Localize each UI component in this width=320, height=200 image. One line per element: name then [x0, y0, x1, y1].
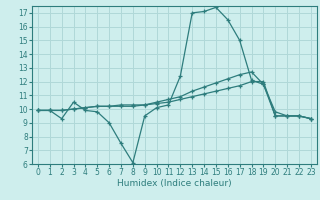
X-axis label: Humidex (Indice chaleur): Humidex (Indice chaleur) [117, 179, 232, 188]
